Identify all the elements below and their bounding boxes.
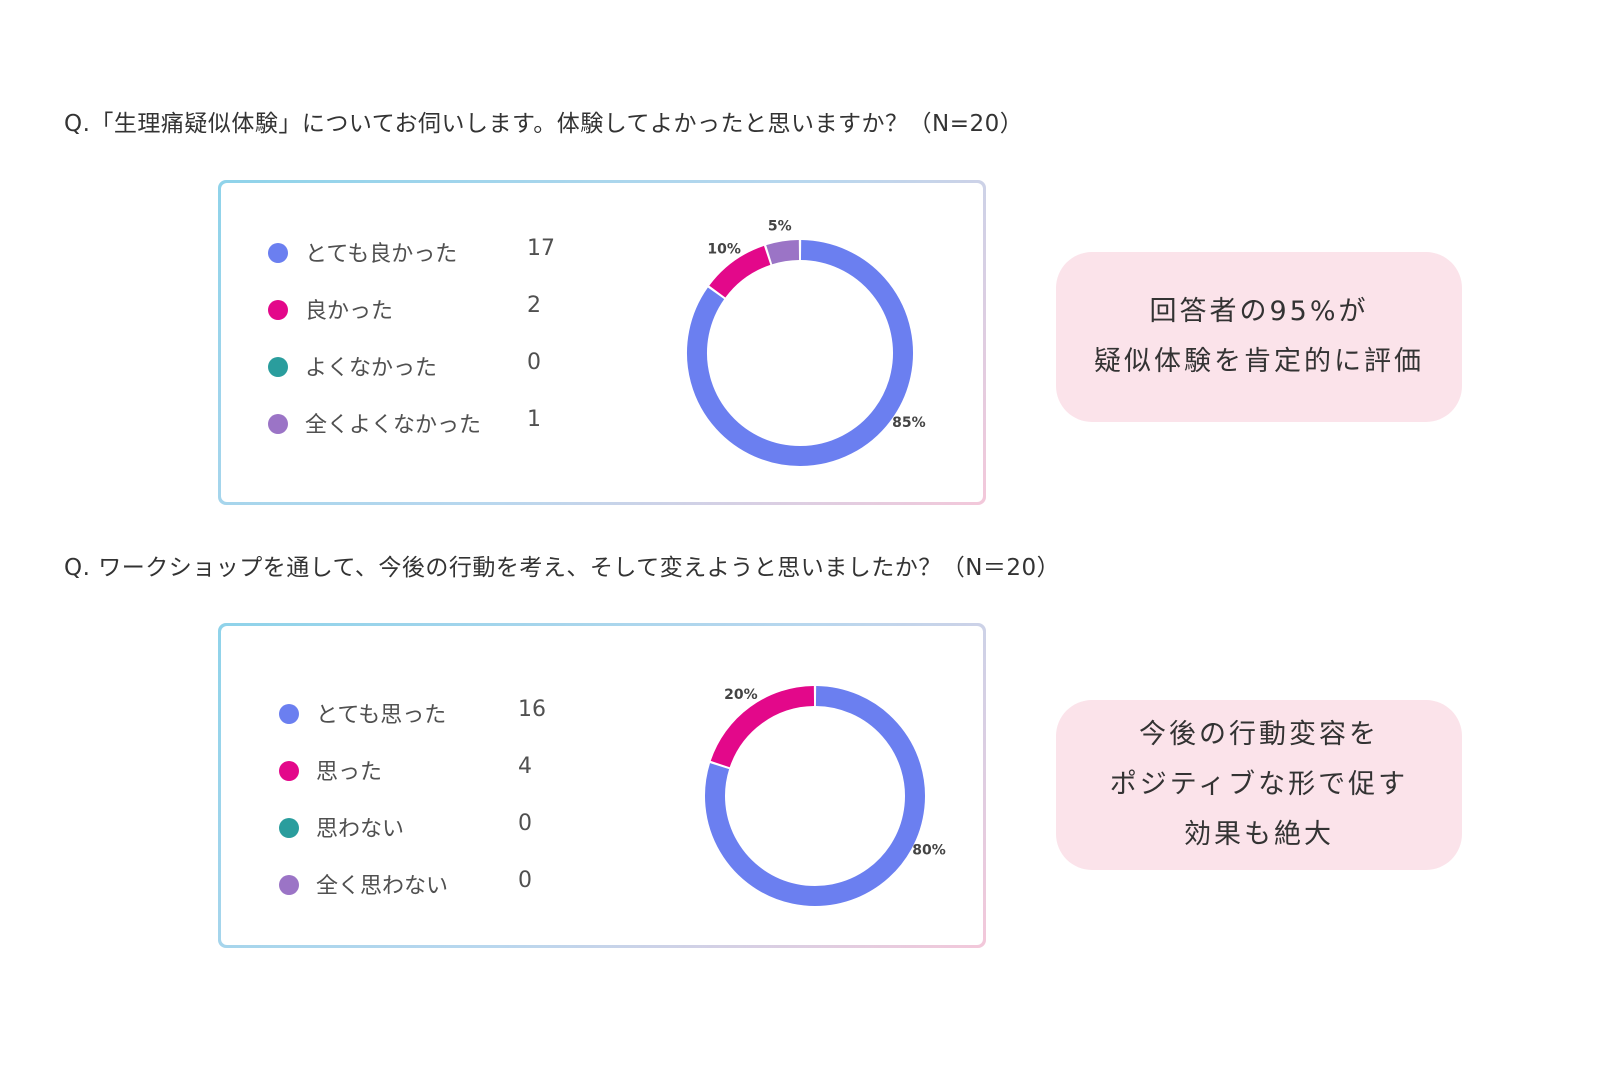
- legend-count: 0: [527, 350, 541, 375]
- donut-segment: [710, 686, 815, 768]
- question-1-title: Q.「生理痛疑似体験」についてお伺いします。体験してよかったと思いますか？（N=…: [64, 111, 1024, 137]
- donut-segment: [709, 245, 771, 298]
- legend-count: 0: [518, 811, 532, 836]
- legend-count: 16: [518, 697, 546, 722]
- question-2-title: Q. ワークショップを通して、今後の行動を考え、そして変えようと思いましたか？（…: [64, 555, 1061, 581]
- legend-label: とても思った: [316, 703, 447, 728]
- donut-segment: [705, 686, 925, 906]
- percent-label: 20%: [724, 687, 758, 703]
- legend-swatch: [268, 414, 288, 434]
- callout-line: 今後の行動変容を: [1139, 719, 1379, 750]
- legend-swatch: [279, 818, 299, 838]
- legend-swatch: [268, 243, 288, 263]
- callout-line: 効果も絶大: [1184, 819, 1334, 850]
- donut-chart-2: 80% 20%: [705, 686, 946, 906]
- legend-label: 全く思わない: [316, 874, 449, 899]
- legend-swatch: [279, 761, 299, 781]
- percent-label: 10%: [707, 242, 741, 258]
- legend-swatch: [279, 875, 299, 895]
- chart-card-1: とても良かった 17 良かった 2 よくなかった 0 全くよくなかった 1 85…: [218, 180, 986, 505]
- legend-swatch: [268, 357, 288, 377]
- donut-segment: [687, 240, 913, 466]
- summary-callout-1: 回答者の95%が 疑似体験を肯定的に評価: [1056, 252, 1462, 422]
- legend-count: 4: [518, 754, 532, 779]
- summary-callout-2: 今後の行動変容を ポジティブな形で促す 効果も絶大: [1056, 700, 1462, 870]
- legend-count: 17: [527, 236, 555, 261]
- legend-label: とても良かった: [305, 242, 458, 267]
- donut-segment: [766, 240, 800, 265]
- legend-label: 思った: [316, 760, 383, 785]
- legend-swatch: [268, 300, 288, 320]
- legend-label: 良かった: [305, 299, 394, 324]
- percent-label: 5%: [768, 219, 792, 235]
- legend-label: よくなかった: [305, 356, 438, 381]
- callout-line: 疑似体験を肯定的に評価: [1094, 346, 1424, 377]
- chart-card-2: とても思った 16 思った 4 思わない 0 全く思わない 0 80% 20%: [218, 623, 986, 948]
- legend-swatch: [279, 704, 299, 724]
- callout-line: 回答者の95%が: [1149, 296, 1369, 327]
- legend-label: 全くよくなかった: [305, 413, 482, 438]
- legend-count: 0: [518, 868, 532, 893]
- donut-chart-1: 85% 10% 5%: [687, 219, 926, 466]
- percent-label: 85%: [892, 415, 926, 431]
- legend-count: 2: [527, 293, 541, 318]
- legend-count: 1: [527, 407, 541, 432]
- callout-line: ポジティブな形で促す: [1109, 769, 1409, 800]
- legend-label: 思わない: [316, 817, 405, 842]
- percent-label: 80%: [912, 843, 946, 859]
